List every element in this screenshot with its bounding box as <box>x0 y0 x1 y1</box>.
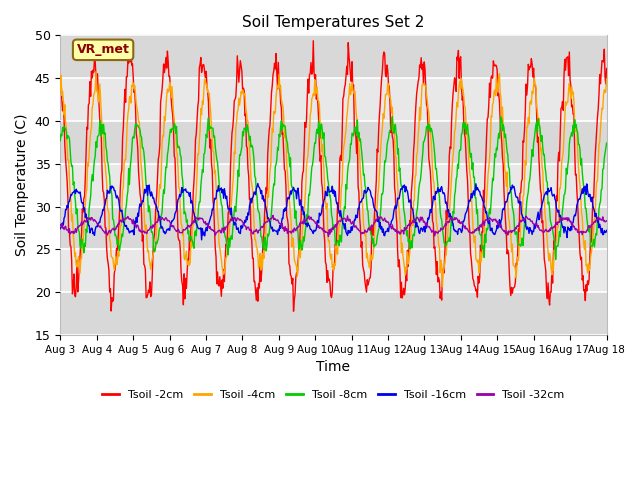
Tsoil -32cm <box>67 231 74 237</box>
Tsoil -4cm <box>401 264 408 270</box>
Tsoil -4cm <box>207 126 215 132</box>
Tsoil -32cm <box>56 222 64 228</box>
Text: VR_met: VR_met <box>77 43 129 56</box>
Tsoil -2cm <box>310 38 317 44</box>
Tsoil -16cm <box>207 212 215 218</box>
Line: Tsoil -8cm: Tsoil -8cm <box>60 117 607 260</box>
Line: Tsoil -2cm: Tsoil -2cm <box>60 41 607 311</box>
Tsoil -8cm <box>207 125 214 131</box>
Tsoil -2cm <box>67 242 74 248</box>
Tsoil -2cm <box>178 279 186 285</box>
Tsoil -4cm <box>56 88 64 94</box>
Tsoil -8cm <box>56 138 64 144</box>
Y-axis label: Soil Temperature (C): Soil Temperature (C) <box>15 114 29 256</box>
Legend: Tsoil -2cm, Tsoil -4cm, Tsoil -8cm, Tsoil -16cm, Tsoil -32cm: Tsoil -2cm, Tsoil -4cm, Tsoil -8cm, Tsoi… <box>98 385 569 404</box>
X-axis label: Time: Time <box>316 360 351 374</box>
Line: Tsoil -32cm: Tsoil -32cm <box>60 216 607 237</box>
Tsoil -8cm <box>388 114 396 120</box>
Tsoil -8cm <box>67 147 74 153</box>
Tsoil -32cm <box>178 230 186 236</box>
Tsoil -16cm <box>67 195 74 201</box>
Tsoil -32cm <box>122 216 130 222</box>
Line: Tsoil -4cm: Tsoil -4cm <box>60 72 607 287</box>
Tsoil -2cm <box>122 74 130 80</box>
Tsoil -32cm <box>269 213 277 218</box>
Tsoil -2cm <box>207 136 214 142</box>
Line: Tsoil -16cm: Tsoil -16cm <box>60 183 607 240</box>
Tsoil -32cm <box>324 234 332 240</box>
Tsoil -8cm <box>417 178 424 183</box>
Tsoil -2cm <box>417 55 425 60</box>
Tsoil -16cm <box>198 237 205 243</box>
Tsoil -4cm <box>124 122 131 128</box>
Tsoil -4cm <box>417 117 424 123</box>
Bar <box>60 206 607 249</box>
Tsoil -4cm <box>67 190 74 196</box>
Bar <box>60 164 607 206</box>
Tsoil -4cm <box>438 284 446 290</box>
Tsoil -32cm <box>401 227 409 233</box>
Bar <box>60 292 607 335</box>
Tsoil -32cm <box>207 227 214 232</box>
Tsoil -8cm <box>122 203 130 208</box>
Tsoil -16cm <box>401 189 409 195</box>
Tsoil -4cm <box>179 232 186 238</box>
Bar <box>60 78 607 121</box>
Tsoil -16cm <box>56 226 64 232</box>
Tsoil -2cm <box>56 75 64 81</box>
Bar <box>60 36 607 78</box>
Tsoil -8cm <box>603 140 611 146</box>
Tsoil -32cm <box>417 217 425 223</box>
Tsoil -4cm <box>603 76 611 82</box>
Bar <box>60 249 607 292</box>
Tsoil -16cm <box>122 223 130 228</box>
Tsoil -2cm <box>401 286 409 291</box>
Tsoil -8cm <box>552 257 559 263</box>
Title: Soil Temperatures Set 2: Soil Temperatures Set 2 <box>242 15 424 30</box>
Tsoil -8cm <box>401 210 408 216</box>
Tsoil -4cm <box>92 69 100 74</box>
Tsoil -16cm <box>178 185 186 191</box>
Tsoil -8cm <box>178 171 186 177</box>
Tsoil -16cm <box>254 180 262 186</box>
Tsoil -2cm <box>603 66 611 72</box>
Bar <box>60 121 607 164</box>
Tsoil -16cm <box>603 228 611 233</box>
Tsoil -2cm <box>290 308 298 314</box>
Tsoil -32cm <box>603 218 611 224</box>
Tsoil -16cm <box>417 225 425 231</box>
